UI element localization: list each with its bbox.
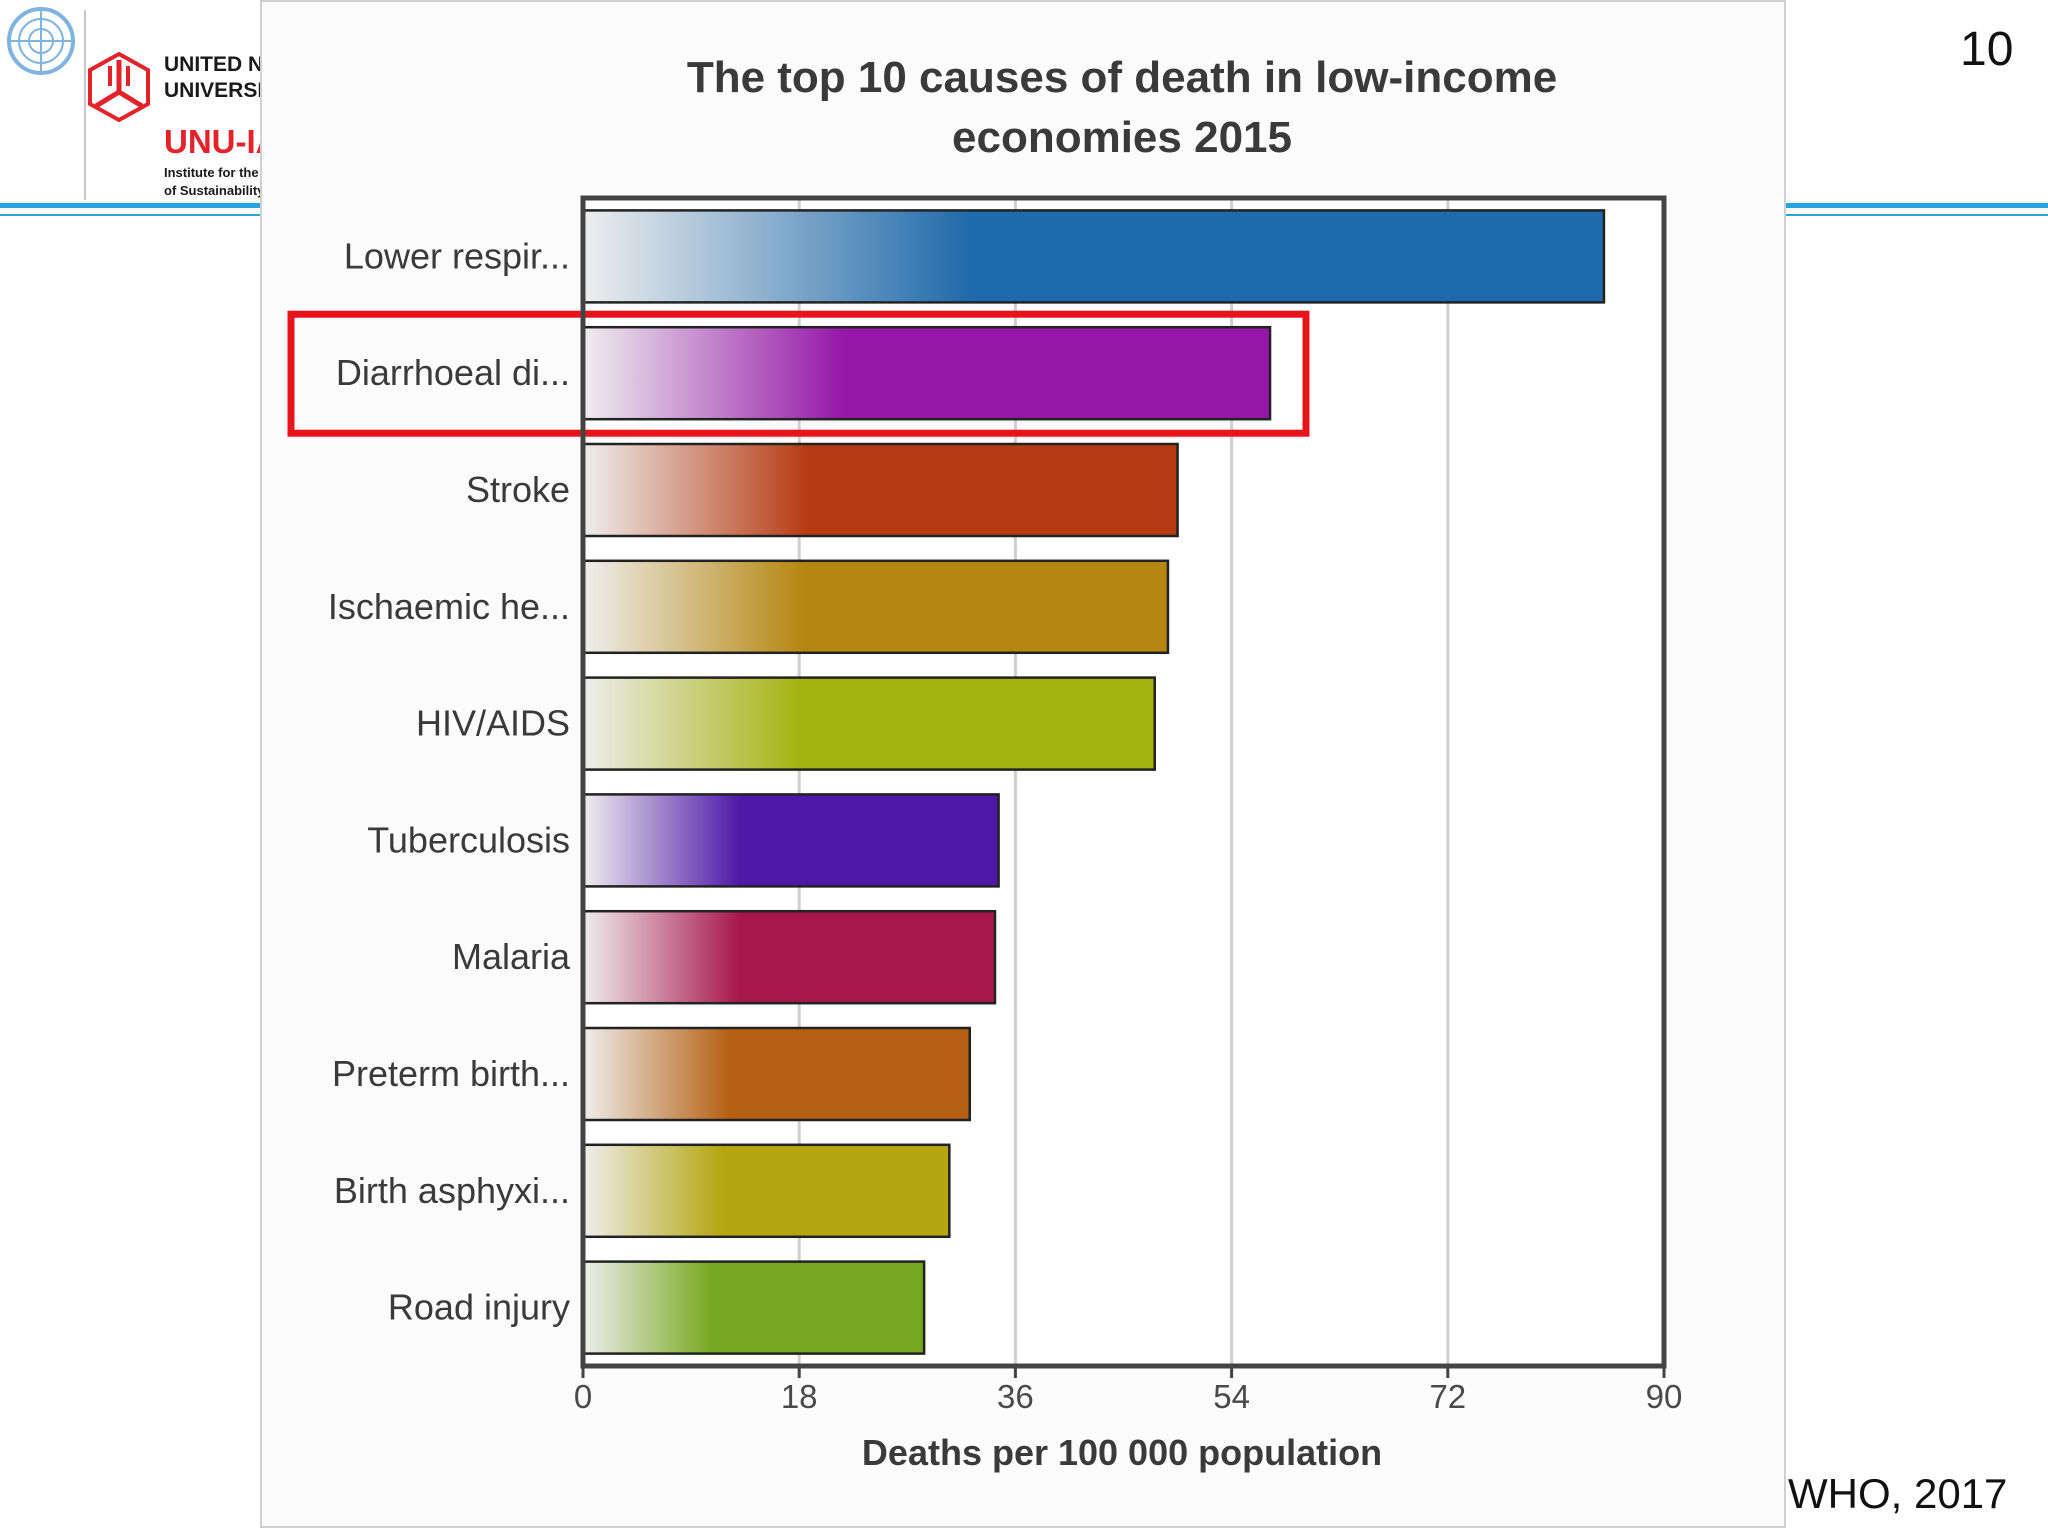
bar [581, 909, 997, 1005]
category-label: Birth asphyxi... [334, 1170, 570, 1211]
category-label: Tuberculosis [367, 819, 570, 860]
x-axis-title: Deaths per 100 000 population [861, 1432, 1383, 1473]
logo-area: UNITED NATIONS UNIVERSITY UNU-IAS Instit… [0, 0, 262, 205]
category-label: Diarrhoeal di... [336, 352, 570, 393]
bar [581, 209, 1606, 304]
bar [581, 442, 1179, 538]
x-tick-label: 72 [1429, 1378, 1466, 1415]
plot-frame [580, 195, 1667, 1369]
bar [581, 793, 1000, 888]
x-tick-label: 18 [781, 1378, 818, 1415]
bar [581, 559, 1170, 655]
category-label: HIV/AIDS [416, 703, 570, 744]
chart-title: The top 10 causes of death in low-income… [282, 48, 1962, 168]
category-label: Lower respir... [344, 235, 570, 276]
bar [581, 1260, 926, 1355]
category-label: Road injury [388, 1287, 570, 1328]
bar [581, 676, 1156, 771]
org-name: UNITED NATIONS UNIVERSITY [164, 52, 262, 104]
x-tick-label: 90 [1646, 1378, 1683, 1415]
x-tick-label: 54 [1213, 1378, 1250, 1415]
org-subtitle: Institute for the Advanced Study of Sust… [164, 164, 262, 200]
org-name-line1: UNITED NATIONS [164, 53, 262, 76]
category-label: Preterm birth... [332, 1053, 570, 1094]
bar [581, 325, 1272, 421]
source-citation: WHO, 2017 [1788, 1470, 2008, 1517]
org-subtitle-line1: Institute for the Advanced Study [164, 165, 262, 180]
category-label: Malaria [452, 936, 571, 977]
bar [581, 1143, 951, 1239]
chart-title-line1: The top 10 causes of death in low-income [686, 53, 1558, 102]
unu-logo-icon [88, 52, 150, 122]
un-emblem-icon [7, 7, 75, 75]
x-tick-label: 0 [574, 1378, 592, 1415]
org-unit: UNU-IAS [164, 123, 262, 160]
category-label: Stroke [466, 469, 570, 510]
x-tick-label: 36 [997, 1378, 1034, 1415]
highlight-box [287, 310, 1310, 437]
org-name-line2: UNIVERSITY [164, 79, 262, 102]
chart-title-line2: economies 2015 [952, 113, 1292, 162]
logo-divider [84, 10, 86, 200]
page-number: 10 [1960, 23, 2014, 76]
org-subtitle-line2: of Sustainability [164, 183, 262, 198]
category-label: Ischaemic he... [328, 586, 570, 627]
bar [581, 1026, 972, 1122]
